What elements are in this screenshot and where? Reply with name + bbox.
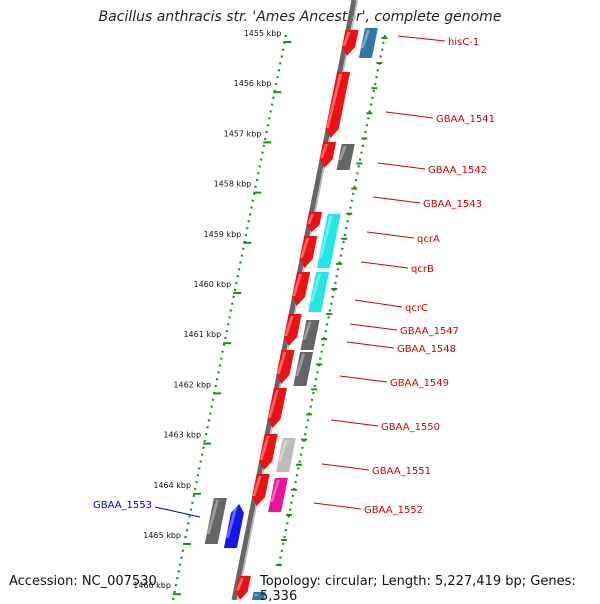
gene-label: GBAA_1549 bbox=[390, 378, 449, 389]
leader-line bbox=[346, 341, 395, 349]
gene-label: GBAA_1552 bbox=[364, 505, 423, 516]
gene-arrow-blue-shine bbox=[225, 506, 238, 538]
leader-line bbox=[377, 162, 426, 170]
gene-box-cyan-shine bbox=[310, 274, 322, 302]
gene-box-magenta bbox=[268, 478, 288, 512]
ruler-tick-label: 1460 kbp bbox=[193, 280, 231, 289]
gene-label: GBAA_1551 bbox=[372, 466, 431, 477]
gene-box-gray bbox=[204, 498, 227, 544]
gene-arrow-red bbox=[235, 576, 251, 600]
gene-box-gray-shine bbox=[302, 322, 312, 340]
gene-box-lightgray bbox=[276, 438, 296, 472]
gene-box-gray bbox=[336, 144, 355, 170]
leader-line bbox=[366, 231, 415, 239]
ruler-tick-label: 1464 kbp bbox=[153, 481, 191, 490]
ruler-left bbox=[171, 34, 288, 600]
ruler-tick-label: 1466 kbp bbox=[133, 581, 171, 590]
gene-box-gray bbox=[293, 352, 314, 386]
leader-line bbox=[339, 375, 388, 383]
gene-label: GBAA_1543 bbox=[423, 199, 482, 210]
gene-label: GBAA_1550 bbox=[381, 422, 440, 433]
gene-box-steelblue bbox=[358, 28, 378, 58]
gene-arrow-red-shine bbox=[267, 390, 279, 418]
gene-arrow-red-shine bbox=[307, 214, 315, 224]
gene-arrow-red-shine bbox=[276, 352, 287, 374]
ruler-tick-label: 1457 kbp bbox=[224, 129, 262, 138]
gene-box-gray bbox=[300, 320, 320, 350]
leader-line bbox=[330, 419, 379, 427]
gene-label: qcrC bbox=[405, 303, 428, 314]
gene-box-gray-shine bbox=[338, 146, 347, 160]
gene-arrow-red bbox=[299, 236, 318, 268]
gene-box-steelblue bbox=[252, 592, 266, 600]
gene-arrow-red bbox=[306, 212, 323, 232]
gene-box-magenta-shine bbox=[270, 480, 280, 502]
ruler-tick-label: 1463 kbp bbox=[163, 431, 201, 440]
gene-arrow-red-shine bbox=[252, 476, 262, 496]
gene-arrow-red-shine bbox=[342, 32, 351, 46]
gene-box-cyan bbox=[316, 214, 341, 268]
gene-arrow-blue bbox=[223, 504, 244, 548]
gene-arrow-red-shine bbox=[325, 74, 343, 128]
ruler-tick-label: 1465 kbp bbox=[143, 531, 181, 540]
gene-label: GBAA_1542 bbox=[428, 165, 487, 176]
label-leaders bbox=[154, 35, 446, 518]
map-title: Bacillus anthracis str. 'Ames Ancestor',… bbox=[98, 9, 502, 25]
gene-arrow-red bbox=[252, 474, 270, 506]
gene-arrow-red-shine bbox=[292, 274, 303, 296]
gene-label: hisC-1 bbox=[448, 37, 479, 48]
leader-line bbox=[321, 463, 370, 471]
gene-arrow-red bbox=[342, 30, 359, 56]
leader-line bbox=[354, 299, 403, 308]
ruler-tick-label: 1459 kbp bbox=[204, 230, 242, 239]
gene-arrow-red bbox=[319, 142, 337, 168]
leader-line bbox=[313, 502, 362, 510]
ruler-tick-label: 1461 kbp bbox=[183, 330, 221, 339]
gene-box-cyan-shine bbox=[318, 216, 333, 258]
gene-arrow-red-shine bbox=[236, 578, 244, 591]
gene-box-lightgray-shine bbox=[278, 440, 288, 462]
gene-box-steelblue-shine bbox=[254, 594, 259, 597]
gene-features bbox=[204, 28, 378, 600]
ruler-tick-label: 1462 kbp bbox=[173, 380, 211, 389]
leader-line bbox=[385, 111, 434, 119]
gene-arrow-red bbox=[325, 72, 351, 138]
gene-arrow-red bbox=[276, 350, 295, 384]
gene-arrow-red-shine bbox=[299, 238, 310, 258]
gene-box-steelblue-shine bbox=[360, 30, 370, 48]
leader-line bbox=[397, 35, 446, 42]
gene-label: GBAA_1541 bbox=[436, 114, 495, 125]
ruler-track bbox=[171, 34, 387, 600]
gene-arrow-red bbox=[292, 272, 311, 306]
leader-line bbox=[154, 506, 201, 518]
gene-label: qcrA bbox=[417, 234, 440, 245]
gene-labels: hisC-1 GBAA_1541 GBAA_1542 GBAA_1543 qcrA qcr… bbox=[93, 37, 495, 516]
gene-arrow-red-shine bbox=[284, 316, 294, 336]
ruler-ticks: 1455 kbp 1456 kbp 1457 kbp 1458 kbp 1459 kbp… bbox=[133, 29, 388, 596]
gene-label: GBAA_1547 bbox=[400, 326, 459, 337]
gene-arrow-red bbox=[259, 434, 278, 470]
ruler-tick-label: 1458 kbp bbox=[214, 180, 252, 189]
gene-arrow-red bbox=[284, 314, 302, 346]
gene-arrow-red-shine bbox=[259, 436, 270, 460]
leader-line bbox=[372, 196, 421, 204]
gene-box-gray-shine bbox=[206, 500, 219, 534]
gene-label: GBAA_1553 bbox=[93, 500, 152, 511]
gene-box-gray-shine bbox=[295, 354, 306, 376]
gene-box-cyan bbox=[308, 272, 330, 312]
gene-arrow-red bbox=[267, 388, 287, 428]
gene-arrow-red-shine bbox=[319, 144, 329, 158]
gene-label: GBAA_1548 bbox=[397, 344, 456, 355]
ruler-tick-label: 1456 kbp bbox=[234, 79, 272, 88]
ruler-tick-label: 1455 kbp bbox=[244, 29, 282, 38]
leader-line bbox=[349, 323, 398, 331]
gene-label: qcrB bbox=[411, 264, 434, 275]
accession-text: Accession: NC_007530 bbox=[9, 574, 157, 589]
leader-line bbox=[360, 261, 409, 269]
